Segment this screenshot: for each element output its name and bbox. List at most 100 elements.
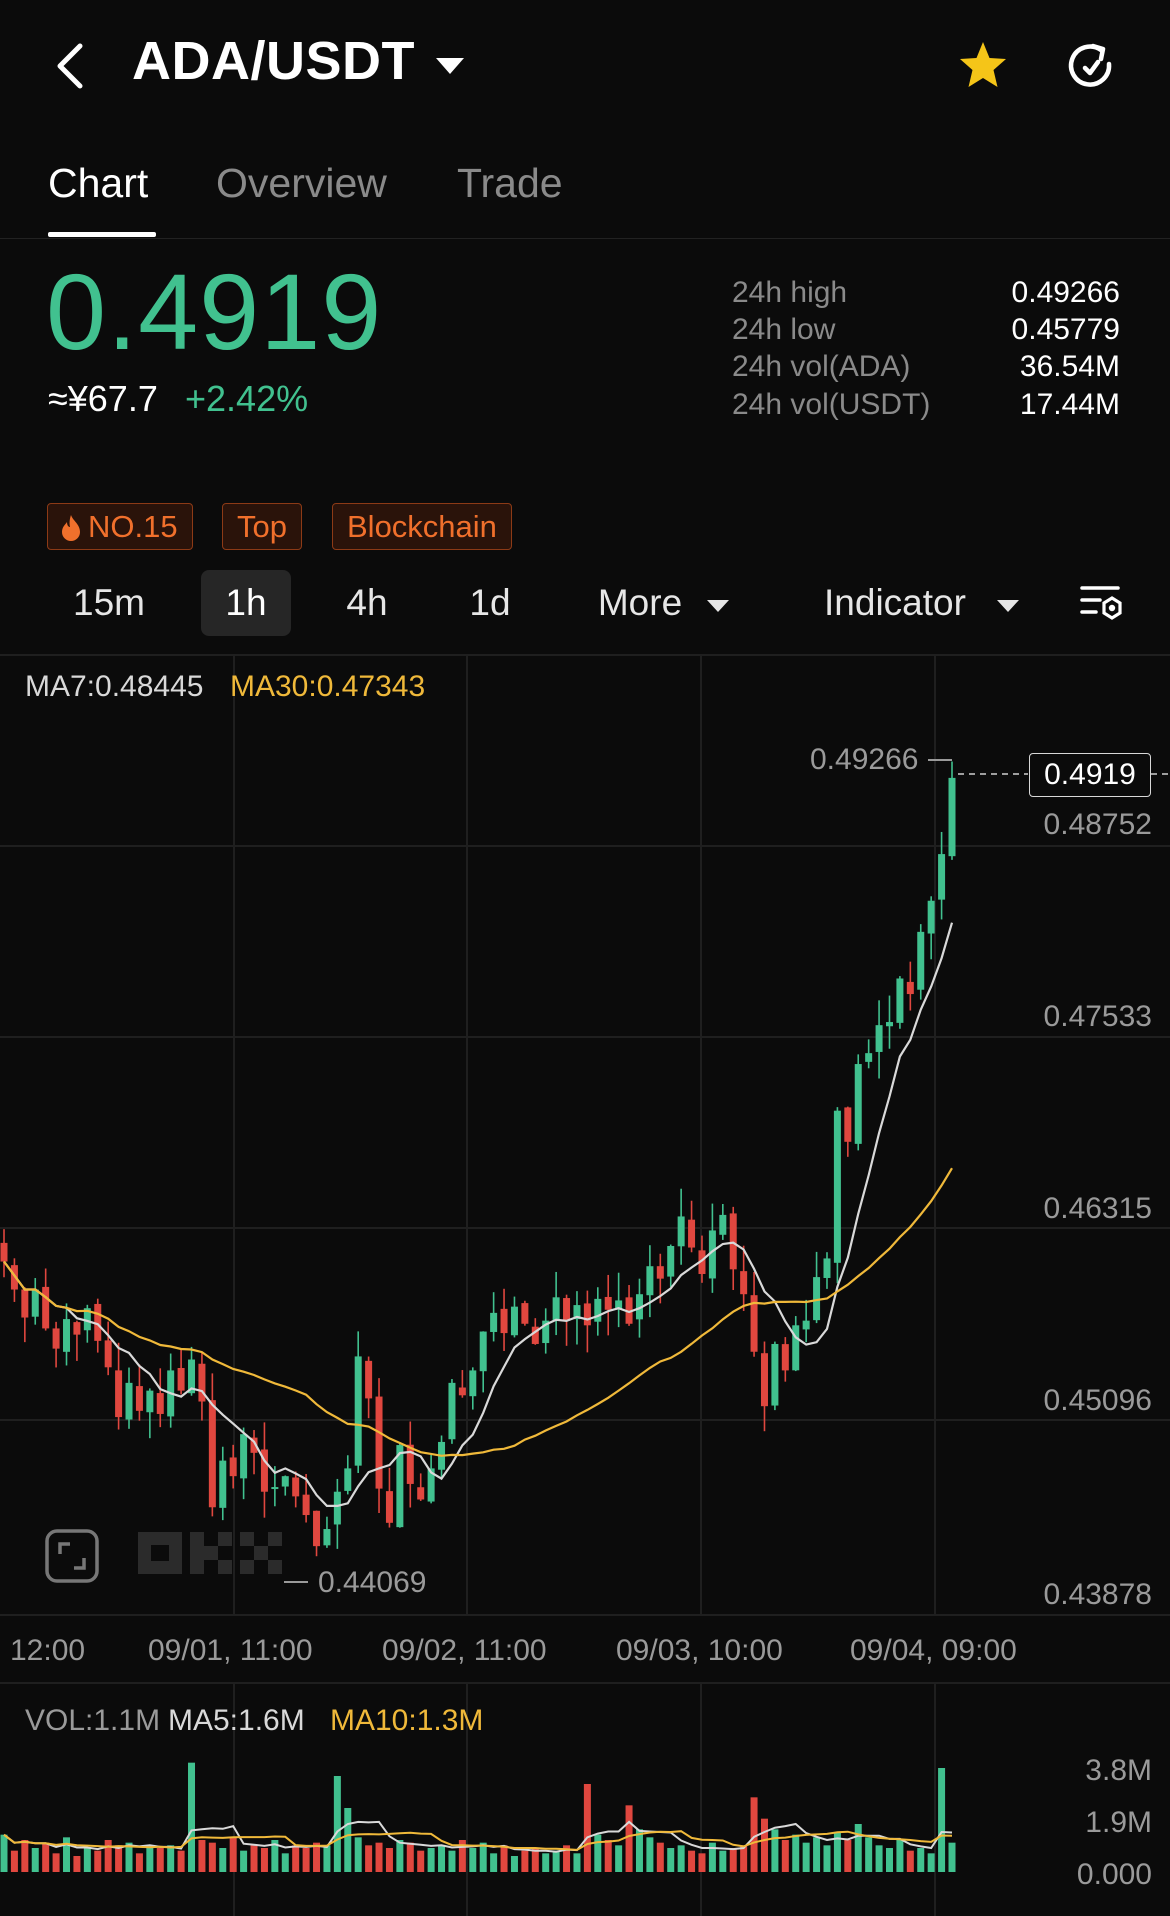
volume-bar [21, 1840, 29, 1872]
candle-body [281, 1476, 289, 1487]
interval-1h[interactable]: 1h [201, 570, 291, 636]
tab-chart[interactable]: Chart [48, 160, 149, 206]
flame-icon [62, 515, 80, 541]
stat-24h-vol-quote-label: 24h vol(USDT) [732, 388, 931, 421]
volume-bar [917, 1848, 925, 1872]
candle-body [250, 1437, 258, 1453]
candle-body [42, 1286, 50, 1329]
candle-body [531, 1326, 539, 1344]
candle-body [542, 1320, 550, 1344]
candle-body [823, 1258, 831, 1278]
volume-bar [344, 1808, 352, 1872]
candle-body [490, 1312, 498, 1332]
interval-15m[interactable]: 15m [73, 582, 145, 623]
volume-bar [490, 1853, 498, 1872]
tag-top[interactable]: Top [222, 503, 302, 550]
volume-bar [448, 1850, 456, 1872]
candle-body [781, 1344, 789, 1371]
volume-bar [854, 1824, 862, 1872]
volume-bar [938, 1768, 946, 1872]
more-caret-icon[interactable] [707, 600, 729, 612]
volume-bar [646, 1837, 654, 1872]
tab-trade[interactable]: Trade [457, 160, 563, 206]
volume-bar [750, 1797, 758, 1872]
volume-bar [302, 1848, 310, 1872]
app-header: ADA/USDT [0, 0, 1170, 130]
tag-rank[interactable]: NO.15 [47, 503, 193, 550]
candle-body [896, 978, 904, 1023]
volume-ma10-line [3, 1830, 953, 1851]
candle-body [135, 1386, 143, 1411]
chart-settings-icon[interactable] [1080, 584, 1124, 624]
volume-bar [427, 1848, 435, 1872]
volume-bar [563, 1845, 571, 1872]
volume-bar [771, 1829, 779, 1872]
fullscreen-icon[interactable] [44, 1528, 100, 1584]
candle-body [604, 1296, 612, 1310]
candle-body [875, 1025, 883, 1052]
candle-body [510, 1306, 518, 1336]
refresh-icon[interactable] [1063, 38, 1119, 94]
volume-bar [521, 1850, 529, 1872]
volume-ma10-legend: MA10:1.3M [330, 1704, 484, 1737]
ma7-line [3, 922, 954, 1507]
y-axis-label: 0.48752 [1043, 808, 1152, 841]
candle-body [833, 1110, 841, 1263]
volume-bar [385, 1848, 393, 1872]
x-axis-label: 09/03, 10:00 [616, 1634, 783, 1667]
volume-bar [135, 1853, 143, 1872]
candlestick-chart[interactable] [0, 654, 1170, 1916]
candle-body [552, 1297, 560, 1321]
stat-24h-high-value: 0.49266 [1011, 276, 1120, 309]
volume-bar [479, 1842, 487, 1872]
volume-bar [531, 1848, 539, 1872]
candle-body [104, 1340, 112, 1368]
volume-bar [760, 1818, 768, 1872]
interval-1d[interactable]: 1d [469, 582, 511, 623]
y-axis-label: 0.47533 [1043, 1000, 1152, 1033]
volume-bar [156, 1848, 164, 1872]
volume-bar [781, 1840, 789, 1872]
tabs-divider [0, 238, 1170, 239]
interval-more[interactable]: More [597, 582, 683, 623]
volume-bar [250, 1845, 258, 1872]
volume-ma5-legend: MA5:1.6M [168, 1704, 305, 1737]
candle-body [719, 1214, 727, 1235]
pair-dropdown-caret-icon[interactable] [436, 58, 464, 74]
candle-body [573, 1305, 581, 1320]
candle-body [94, 1303, 102, 1341]
volume-legend: VOL:1.1M [25, 1704, 161, 1737]
volume-bar [365, 1845, 373, 1872]
volume-bar [604, 1840, 612, 1872]
indicator-caret-icon[interactable] [997, 600, 1019, 612]
chevron-left-icon[interactable] [52, 42, 88, 90]
star-icon[interactable] [955, 38, 1011, 94]
volume-bar [469, 1848, 477, 1872]
candle-body [219, 1460, 227, 1508]
volume-bar [333, 1776, 341, 1872]
indicator-button[interactable]: Indicator [824, 582, 966, 623]
tab-overview[interactable]: Overview [216, 160, 387, 206]
volume-bar [625, 1805, 633, 1872]
volume-bar [188, 1762, 196, 1872]
candle-body [427, 1468, 435, 1502]
candle-body [344, 1468, 352, 1491]
candle-body [188, 1359, 196, 1394]
volume-bar [313, 1842, 321, 1872]
tag-blockchain[interactable]: Blockchain [332, 503, 512, 550]
ma30-line [3, 1167, 953, 1457]
candle-body [448, 1382, 456, 1440]
volume-bar [323, 1845, 331, 1872]
tag-rank-label: NO.15 [88, 509, 178, 544]
interval-4h[interactable]: 4h [346, 582, 388, 623]
candle-body [885, 1022, 893, 1027]
pair-title[interactable]: ADA/USDT [132, 31, 415, 91]
volume-bar [833, 1832, 841, 1872]
x-axis-label: 09/04, 09:00 [850, 1634, 1017, 1667]
volume-axis-label: 3.8M [1085, 1754, 1152, 1787]
low-marker-label: 0.44069 [318, 1566, 427, 1599]
candle-body [406, 1444, 414, 1484]
volume-bar [844, 1840, 852, 1872]
candle-body [625, 1297, 633, 1324]
candle-body [396, 1445, 404, 1528]
